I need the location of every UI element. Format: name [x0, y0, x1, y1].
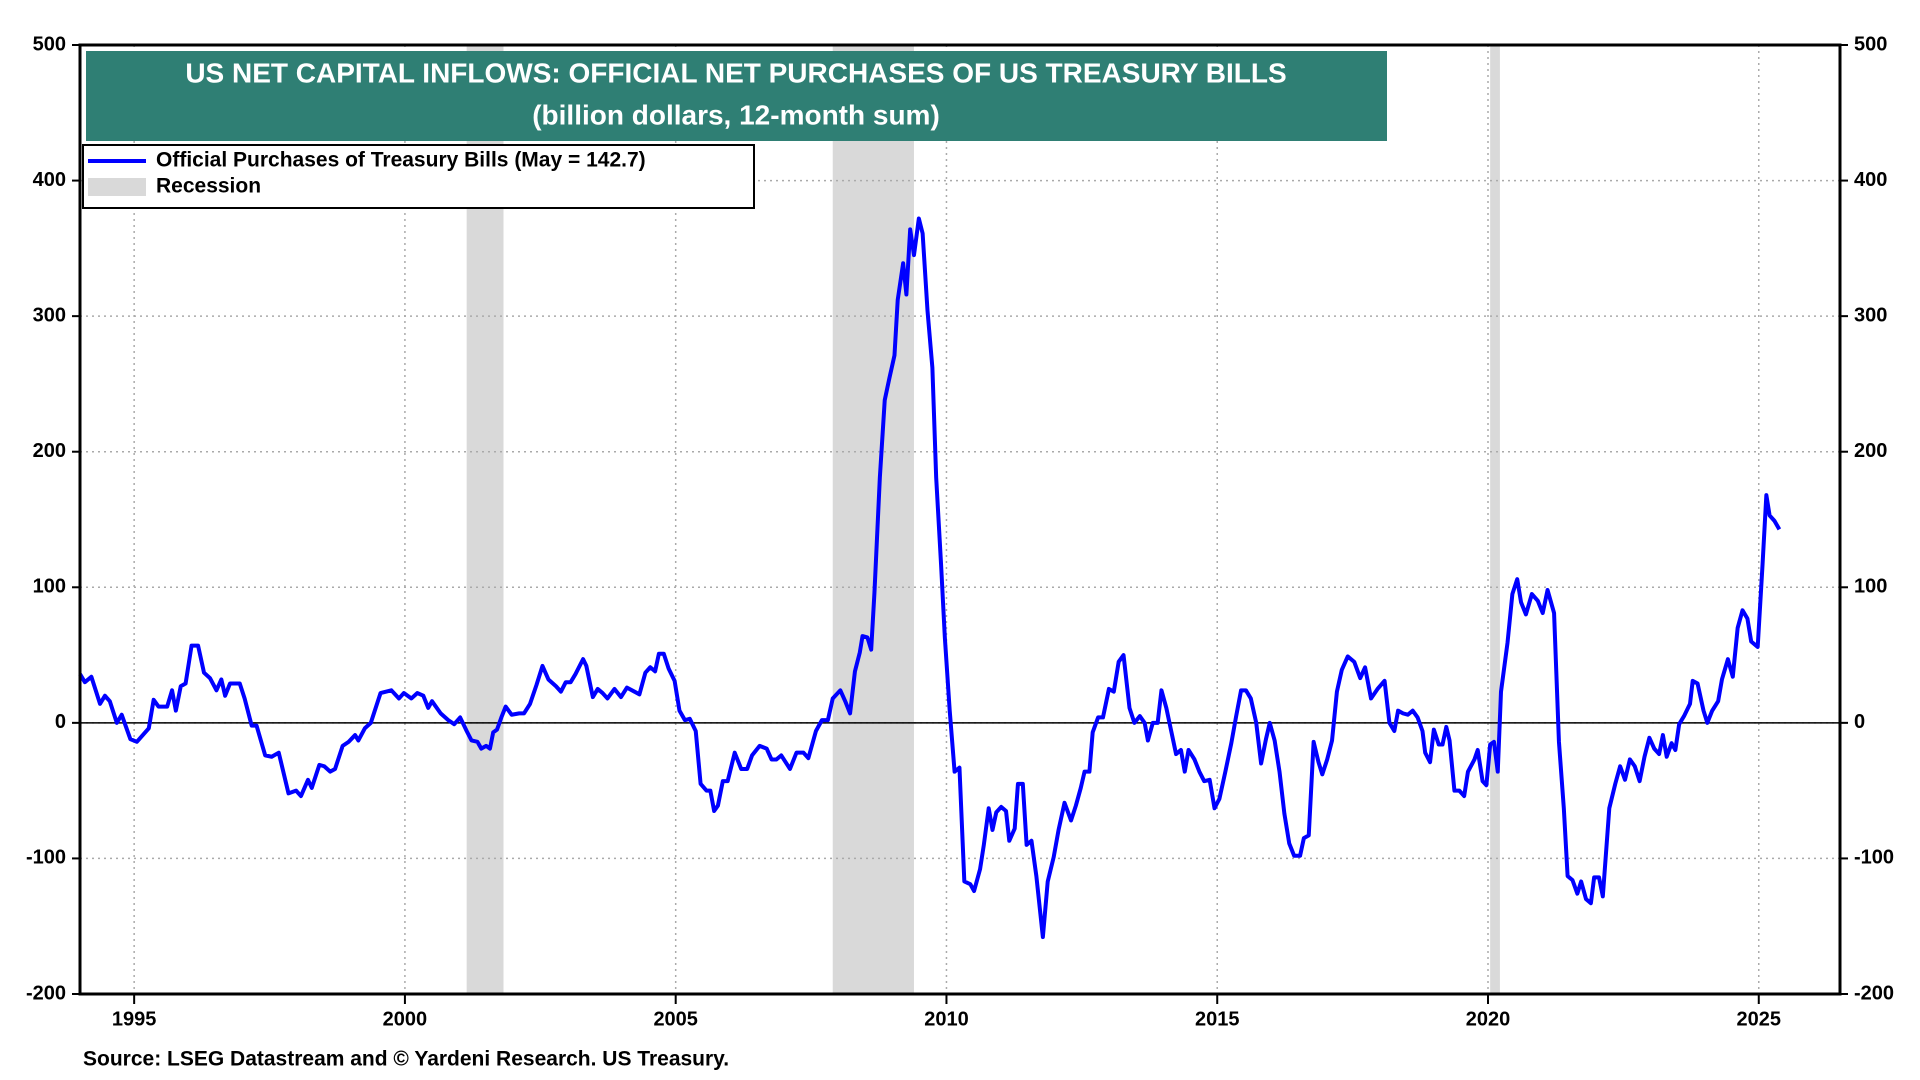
y2-tick-label: -100	[1854, 847, 1894, 869]
chart-subtitle: (billion dollars, 12-month sum)	[532, 99, 940, 130]
x-tick-label: 1995	[112, 1008, 157, 1030]
x-tick-label: 2000	[383, 1008, 428, 1030]
title-box	[86, 51, 1387, 141]
recession-band	[1490, 45, 1500, 994]
x-tick-label: 2025	[1737, 1008, 1782, 1030]
y2-tick-label: 100	[1854, 576, 1887, 598]
plot-frame	[78, 43, 1842, 996]
legend-label: Recession	[156, 175, 261, 198]
legend: Official Purchases of Treasury Bills (Ma…	[88, 149, 646, 198]
y-tick-label: -200	[26, 982, 66, 1004]
y-tick-label: 0	[55, 711, 66, 733]
chart-title: US NET CAPITAL INFLOWS: OFFICIAL NET PUR…	[185, 57, 1286, 88]
y-tick-label: 400	[33, 169, 66, 191]
y-tick-label: 300	[33, 304, 66, 326]
y-tick-label: 200	[33, 440, 66, 462]
data-layer	[78, 216, 1782, 940]
data-line	[78, 216, 1782, 940]
grid-layer	[80, 44, 1840, 995]
legend-label: Official Purchases of Treasury Bills (Ma…	[156, 149, 646, 172]
axis-layer: -200 -100 0 100 200 300 400 500 -200 -100 0 100 200 3…	[26, 33, 1894, 1030]
x-tick-label: 2015	[1195, 1008, 1240, 1030]
y2-tick-label: 500	[1854, 33, 1887, 55]
recession-band	[832, 45, 914, 994]
y2-tick-label: -200	[1854, 982, 1894, 1004]
x-tick-label: 2005	[653, 1008, 698, 1030]
y2-tick-label: 0	[1854, 711, 1865, 733]
legend-box	[82, 144, 755, 209]
legend-swatch	[88, 178, 146, 196]
y2-tick-label: 200	[1854, 440, 1887, 462]
y-tick-label: 500	[33, 33, 66, 55]
y2-tick-label: 400	[1854, 169, 1887, 191]
source-note: Source: LSEG Datastream and © Yardeni Re…	[83, 1048, 729, 1071]
y-tick-label: -100	[26, 847, 66, 869]
y-tick-label: 100	[33, 576, 66, 598]
x-tick-label: 2020	[1466, 1008, 1511, 1030]
y2-tick-label: 300	[1854, 304, 1887, 326]
x-tick-label: 2010	[924, 1008, 969, 1030]
